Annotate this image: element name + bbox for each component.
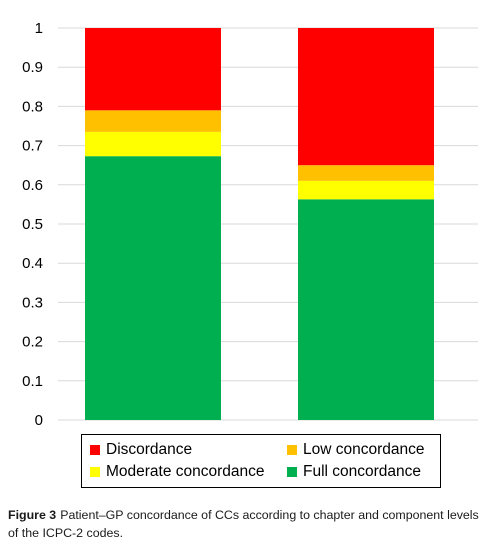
y-tick-label: 0.6 — [22, 177, 43, 194]
legend-swatch-discordance — [90, 445, 100, 455]
y-tick-label: 1 — [35, 20, 43, 37]
bar-segment-low-concordance — [298, 165, 434, 181]
legend-swatch-moderate-concordance — [90, 467, 100, 477]
legend-swatch-low-concordance — [287, 445, 297, 455]
figure-caption: Figure 3 Patient–GP concordance of CCs ac… — [8, 506, 484, 542]
bar-segment-moderate-concordance — [298, 180, 434, 200]
y-tick-label: 0.3 — [22, 294, 43, 311]
bar-segment-discordance — [298, 28, 434, 166]
bar-segment-low-concordance — [85, 110, 221, 132]
y-tick-label: 0.7 — [22, 138, 43, 155]
y-tick-label: 0.8 — [22, 98, 43, 115]
y-tick-label: 0.4 — [22, 255, 43, 272]
legend-label: Moderate concordance — [106, 463, 265, 480]
chart-legend: Discordance Low concordance Moderate con… — [81, 434, 441, 488]
figure-caption-label: Figure 3 — [8, 508, 57, 522]
legend-label: Discordance — [106, 441, 193, 458]
legend-item-low-concordance: Low concordance — [287, 441, 425, 459]
legend-label: Full concordance — [303, 463, 422, 480]
legend-label: Low concordance — [303, 441, 425, 458]
bar-segment-full-concordance — [85, 156, 221, 420]
y-tick-label: 0.2 — [22, 334, 43, 351]
bar-segment-moderate-concordance — [85, 131, 221, 157]
y-tick-label: 0.1 — [22, 373, 43, 390]
figure-caption-text: Patient–GP concordance of CCs according … — [8, 508, 479, 540]
y-tick-label: 0.9 — [22, 59, 43, 76]
legend-item-discordance: Discordance — [90, 441, 192, 459]
y-tick-label: 0 — [35, 412, 43, 429]
bar-segment-discordance — [85, 28, 221, 111]
legend-item-full-concordance: Full concordance — [287, 463, 421, 481]
legend-item-moderate-concordance: Moderate concordance — [90, 463, 265, 481]
legend-swatch-full-concordance — [287, 467, 297, 477]
y-tick-label: 0.5 — [22, 216, 43, 233]
bar-segment-full-concordance — [298, 199, 434, 420]
stacked-bar-chart: 0 0.1 0.2 0.3 0.4 0.5 0.6 0.7 0.8 0.9 1 — [22, 20, 478, 429]
